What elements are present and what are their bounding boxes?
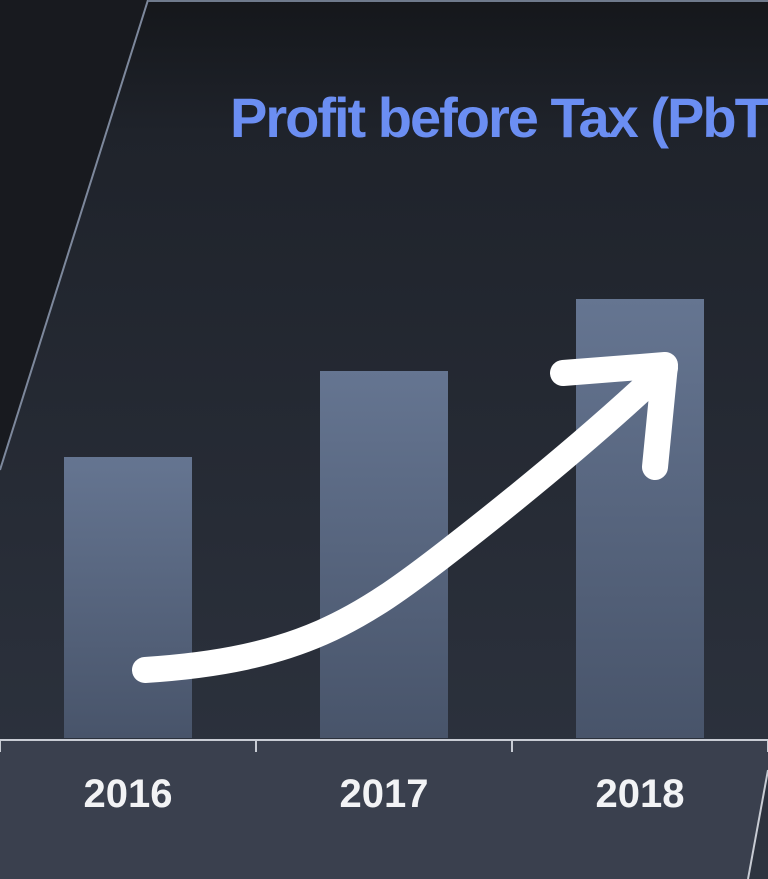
arrow-head xyxy=(550,352,678,480)
chart-title: Profit before Tax (PbT xyxy=(230,86,768,149)
x-tick-label: 2018 xyxy=(596,772,685,816)
trend-arrow xyxy=(132,352,678,683)
x-tick-label: 2017 xyxy=(340,772,429,816)
band-edge xyxy=(747,769,768,879)
x-tick-label: 2016 xyxy=(84,772,173,816)
arrow-shaft xyxy=(132,355,678,683)
panel-edge xyxy=(0,0,149,471)
bar xyxy=(64,457,192,738)
axis-band xyxy=(0,740,768,879)
